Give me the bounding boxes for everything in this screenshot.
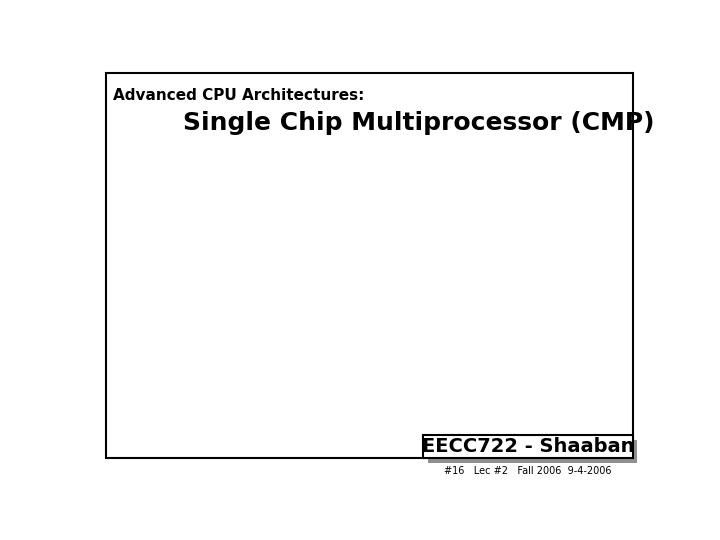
Bar xyxy=(428,440,637,463)
Text: Advanced CPU Architectures:: Advanced CPU Architectures: xyxy=(113,88,364,103)
Text: Single Chip Multiprocessor (CMP): Single Chip Multiprocessor (CMP) xyxy=(183,111,654,135)
Text: EECC722 - Shaaban: EECC722 - Shaaban xyxy=(422,437,634,456)
Text: #16   Lec #2   Fall 2006  9-4-2006: #16 Lec #2 Fall 2006 9-4-2006 xyxy=(444,466,611,476)
Bar xyxy=(423,435,632,458)
